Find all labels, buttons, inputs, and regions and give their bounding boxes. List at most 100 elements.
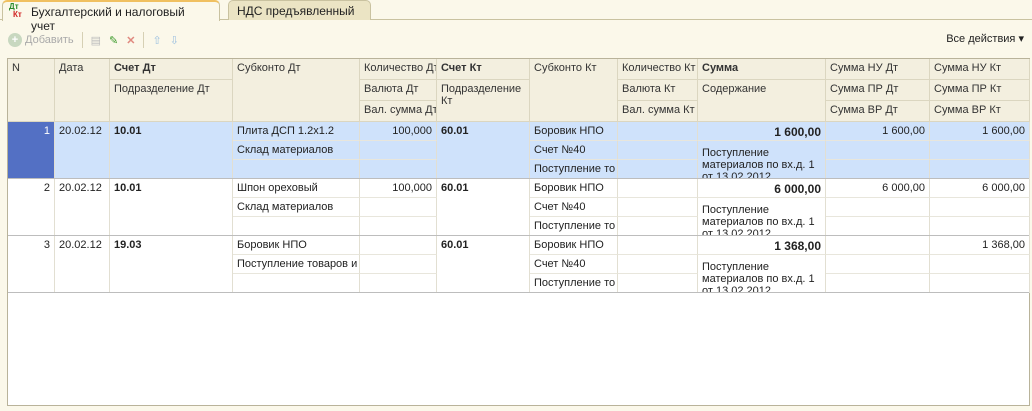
delete-icon[interactable]: ✕ — [126, 34, 136, 47]
move-down-icon[interactable]: ⇩ — [169, 34, 179, 47]
column-header[interactable]: Сумма — [698, 59, 826, 80]
tab-accounting[interactable]: Дт Кт Бухгалтерский и налоговый учет — [2, 0, 220, 33]
date-cell: 20.02.12 — [55, 122, 110, 179]
tab-bar: Дт Кт Бухгалтерский и налоговый учет НДС … — [0, 0, 1032, 33]
toolbar: + Добавить ▤ ✎ ✕ ⇧ ⇩ — [8, 30, 1032, 50]
vr-kt-cell — [930, 274, 1030, 293]
quantity-dt-cell: 100,000 — [360, 122, 437, 141]
subconto-dt-cell: Поступление товаров и — [233, 255, 360, 274]
tax-sum-kt-cell: 1 368,00 — [930, 236, 1030, 255]
date-cell: 20.02.12 — [55, 179, 110, 236]
plus-circle-icon: + — [8, 33, 22, 47]
vr-dt-cell — [826, 274, 930, 293]
sum-cell: 1 368,00 — [698, 236, 826, 255]
pr-kt-cell — [930, 141, 1030, 160]
pr-dt-cell — [826, 198, 930, 217]
column-header[interactable]: Содержание — [698, 80, 826, 122]
dt-kt-icon: Дт Кт — [9, 2, 22, 19]
subconto-dt-cell — [233, 217, 360, 236]
content-cell: Поступление материалов по вх.д. 1 от 13.… — [698, 198, 826, 236]
pr-kt-cell — [930, 198, 1030, 217]
copy-icon[interactable]: ▤ — [90, 34, 102, 47]
column-header[interactable]: Подразделение Дт — [110, 80, 233, 122]
column-header[interactable]: Субконто Дт — [233, 59, 360, 122]
quantity-kt-cell — [618, 122, 698, 141]
add-button[interactable]: + Добавить — [8, 33, 74, 47]
subconto-kt-cell: Поступление то — [530, 160, 618, 179]
account-dt-cell: 10.01 — [110, 179, 233, 236]
tax-sum-kt-cell: 1 600,00 — [930, 122, 1030, 141]
column-header[interactable]: Валюта Кт — [618, 80, 698, 101]
currency-dt-cell — [360, 198, 437, 217]
all-actions-label: Все действия — [946, 33, 1016, 45]
quantity-kt-cell — [618, 179, 698, 198]
quantity-kt-cell — [618, 255, 698, 274]
column-header[interactable]: Сумма НУ Кт — [930, 59, 1030, 80]
quantity-kt-cell — [618, 141, 698, 160]
column-header[interactable]: Вал. сумма Дт — [360, 101, 437, 122]
tab-label: НДС предъявленный — [237, 4, 355, 18]
subconto-dt-cell: Шпон ореховый — [233, 179, 360, 198]
tax-sum-dt-cell: 1 600,00 — [826, 122, 930, 141]
currency-sum-dt-cell — [360, 160, 437, 179]
currency-dt-cell — [360, 141, 437, 160]
column-header[interactable]: Сумма ПР Кт — [930, 80, 1030, 101]
all-actions-menu[interactable]: Все действия ▾ — [946, 32, 1024, 45]
quantity-kt-cell — [618, 274, 698, 293]
content-cell: Поступление материалов по вх.д. 1 от 13.… — [698, 141, 826, 179]
column-header[interactable]: Количество Дт — [360, 59, 437, 80]
pr-dt-cell — [826, 255, 930, 274]
row-divider — [8, 178, 1029, 179]
entries-table: N Дата Счет Дт Подразделение Дт Субконто Дт К… — [7, 58, 1030, 406]
column-header[interactable]: Сумма ВР Кт — [930, 101, 1030, 122]
account-dt-cell: 10.01 — [110, 122, 233, 179]
move-up-icon[interactable]: ⇧ — [152, 34, 162, 47]
column-header[interactable]: Подразделение Кт — [437, 80, 530, 122]
dropdown-arrow-icon: ▾ — [1018, 33, 1024, 45]
add-label: Добавить — [25, 34, 74, 46]
column-header[interactable]: Валюта Дт — [360, 80, 437, 101]
account-kt-cell: 60.01 — [437, 122, 530, 179]
column-header[interactable]: Счет Дт — [110, 59, 233, 80]
date-cell: 20.02.12 — [55, 236, 110, 293]
column-header[interactable]: Вал. сумма Кт — [618, 101, 698, 122]
currency-sum-dt-cell — [360, 217, 437, 236]
column-header[interactable]: Сумма ПР Дт — [826, 80, 930, 101]
sum-cell: 6 000,00 — [698, 179, 826, 198]
subconto-kt-cell: Счет №40 — [530, 141, 618, 160]
subconto-kt-cell: Боровик НПО — [530, 179, 618, 198]
subconto-dt-cell: Боровик НПО — [233, 236, 360, 255]
subconto-dt-cell — [233, 160, 360, 179]
vr-dt-cell — [826, 217, 930, 236]
tab-vat[interactable]: НДС предъявленный — [228, 0, 371, 20]
subconto-dt-cell: Склад материалов — [233, 198, 360, 217]
currency-sum-dt-cell — [360, 274, 437, 293]
row-number: 2 — [8, 179, 55, 236]
quantity-dt-cell — [360, 236, 437, 255]
subconto-kt-cell: Счет №40 — [530, 255, 618, 274]
sum-cell: 1 600,00 — [698, 122, 826, 141]
column-header[interactable]: Дата — [55, 59, 110, 122]
row-number: 3 — [8, 236, 55, 293]
account-dt-cell: 19.03 — [110, 236, 233, 293]
column-header[interactable]: Сумма ВР Дт — [826, 101, 930, 122]
column-header[interactable]: Сумма НУ Дт — [826, 59, 930, 80]
content-cell: Поступление материалов по вх.д. 1 от 13.… — [698, 255, 826, 293]
column-header[interactable]: Счет Кт — [437, 59, 530, 80]
quantity-kt-cell — [618, 160, 698, 179]
tax-sum-dt-cell: 6 000,00 — [826, 179, 930, 198]
subconto-dt-cell: Плита ДСП 1.2x1.2 — [233, 122, 360, 141]
quantity-dt-cell: 100,000 — [360, 179, 437, 198]
column-header[interactable]: N — [8, 59, 55, 122]
column-header[interactable]: Субконто Кт — [530, 59, 618, 122]
tax-sum-kt-cell: 6 000,00 — [930, 179, 1030, 198]
quantity-kt-cell — [618, 217, 698, 236]
quantity-kt-cell — [618, 198, 698, 217]
row-divider — [8, 235, 1029, 236]
pr-dt-cell — [826, 141, 930, 160]
quantity-kt-cell — [618, 236, 698, 255]
subconto-kt-cell: Боровик НПО — [530, 122, 618, 141]
edit-pencil-icon[interactable]: ✎ — [109, 34, 119, 47]
column-header[interactable]: Количество Кт — [618, 59, 698, 80]
vr-dt-cell — [826, 160, 930, 179]
